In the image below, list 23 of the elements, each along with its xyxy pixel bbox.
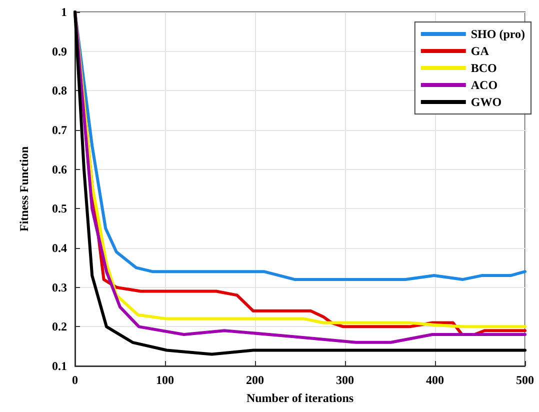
- legend-label: BCO: [470, 61, 497, 75]
- y-tick-label: 0.8: [52, 84, 67, 98]
- x-tick-label: 0: [72, 373, 78, 387]
- y-axis-title: Fitness Function: [17, 146, 31, 232]
- y-tick-label: 0.6: [52, 162, 67, 176]
- y-tick-label: 0.7: [52, 123, 67, 137]
- legend-label: GA: [470, 44, 490, 58]
- legend-label: GWO: [470, 95, 502, 109]
- y-tick-label: 0.5: [52, 202, 67, 216]
- y-tick-label: 0.9: [52, 44, 67, 58]
- y-tick-label: 0.3: [52, 280, 67, 294]
- x-axis-title: Number of iterations: [246, 391, 354, 405]
- y-tick-label: 0.2: [52, 320, 67, 334]
- y-tick-label: 1: [61, 5, 67, 19]
- legend-label: ACO: [470, 78, 498, 92]
- y-tick-label: 0.4: [52, 241, 67, 255]
- x-tick-label: 100: [156, 373, 174, 387]
- x-tick-label: 300: [336, 373, 354, 387]
- x-tick-label: 400: [426, 373, 444, 387]
- x-tick-label: 200: [246, 373, 264, 387]
- legend-label: SHO (pro): [470, 27, 526, 41]
- y-tick-label: 0.1: [52, 359, 67, 373]
- x-tick-label: 500: [516, 373, 534, 387]
